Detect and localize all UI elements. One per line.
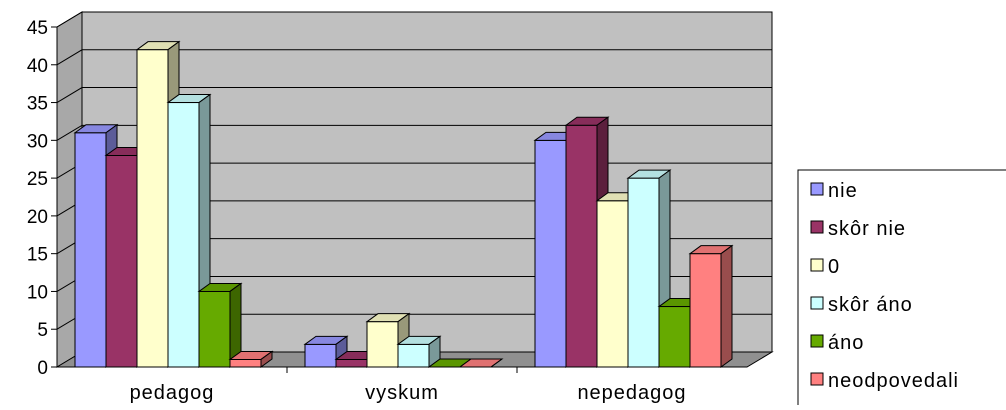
- legend-label: skôr nie: [828, 218, 906, 240]
- y-tick-label: 35: [27, 94, 48, 115]
- bar-neodpovedali-nepedagog: [689, 253, 722, 368]
- bar-0-nepedagog: [596, 200, 629, 368]
- bar-nie-pedagog: [74, 132, 107, 368]
- legend-swatch: [810, 220, 824, 234]
- y-tick-label: 30: [27, 131, 48, 152]
- legend-swatch: [810, 182, 824, 196]
- bar-áno-nepedagog: [658, 306, 691, 368]
- legend-swatch: [810, 372, 824, 386]
- bars: [73, 40, 734, 368]
- legend-label: áno: [828, 332, 864, 354]
- x-tick-label: nepedagog: [577, 382, 686, 404]
- y-tick-label: 40: [27, 56, 48, 77]
- legend: nie skôr nie 0 skôr áno áno neodpovedali: [797, 169, 1006, 410]
- bar-side: [260, 350, 273, 368]
- legend-label: neodpovedali: [828, 370, 959, 392]
- bar-0-vyskum: [366, 321, 399, 368]
- bar-skôr-áno-pedagog: [167, 102, 200, 368]
- bar-skôr-nie-nepedagog: [565, 124, 598, 368]
- legend-swatch: [810, 334, 824, 348]
- bar-skôr-áno-vyskum: [397, 343, 430, 368]
- x-tick-label: pedagog: [130, 382, 215, 404]
- gridline: [56, 124, 772, 141]
- y-tick-label: 25: [27, 169, 48, 190]
- bar-áno-pedagog: [198, 290, 231, 368]
- legend-box: [797, 169, 1006, 410]
- bar-skôr-áno-nepedagog: [627, 177, 660, 368]
- legend-label: 0: [828, 256, 840, 278]
- bar-skôr-nie-pedagog: [105, 154, 138, 368]
- bar-side: [720, 244, 733, 368]
- legend-label: skôr áno: [828, 294, 913, 316]
- legend-swatch: [810, 296, 824, 310]
- y-tick-label: 0: [37, 358, 48, 379]
- y-tick-label: 15: [27, 245, 48, 266]
- y-tick-label: 45: [27, 18, 48, 39]
- gridline: [56, 11, 772, 28]
- x-tick-labels: pedagog vyskum nepedagog: [130, 367, 686, 404]
- bar-neodpovedali-pedagog: [229, 358, 262, 368]
- y-tick-label: 20: [27, 207, 48, 228]
- y-tick-label: 10: [27, 282, 48, 303]
- y-tick-label: 5: [37, 320, 48, 341]
- y-tick-labels: 0 5 10 15 20 25 30 35 40 45: [27, 18, 57, 379]
- legend-swatch: [810, 258, 824, 272]
- bar-skôr-nie-vyskum: [335, 358, 368, 368]
- bar-side: [490, 358, 503, 368]
- bar-nie-vyskum: [304, 343, 337, 368]
- bar-0-pedagog: [136, 49, 169, 368]
- x-tick-label: vyskum: [365, 382, 439, 404]
- gridline: [56, 49, 772, 66]
- bar-nie-nepedagog: [534, 139, 567, 368]
- legend-label: nie: [828, 180, 858, 202]
- gridline: [56, 87, 772, 103]
